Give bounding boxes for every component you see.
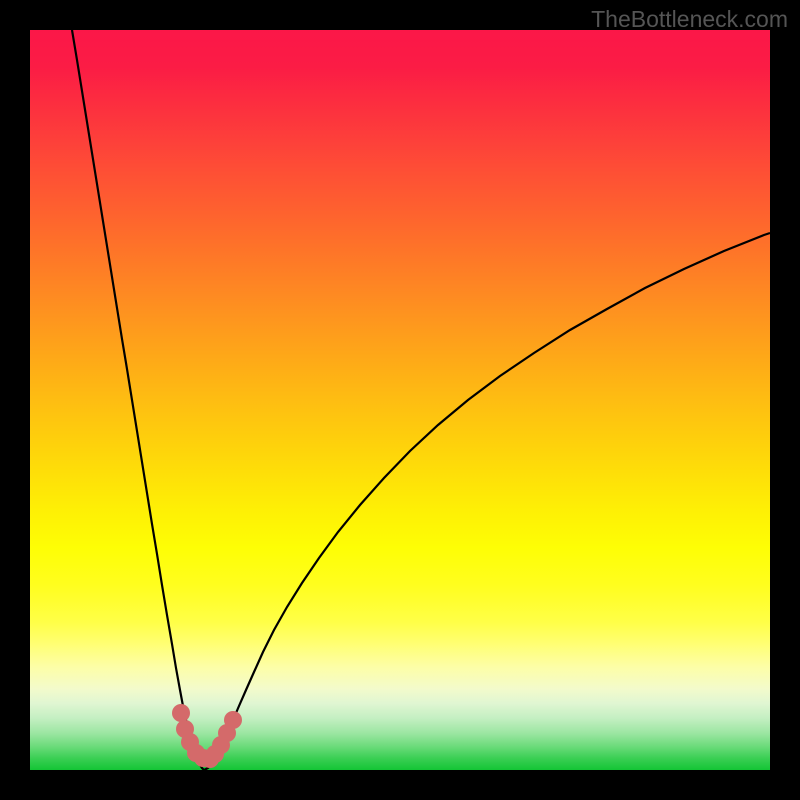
plot-area [30, 30, 770, 770]
watermark-text: TheBottleneck.com [591, 6, 788, 33]
curve-right-branch [204, 233, 770, 770]
curve-layer [30, 30, 770, 770]
marker-dot [172, 704, 190, 722]
chart-canvas: TheBottleneck.com [0, 0, 800, 800]
curve-left-branch [72, 30, 204, 770]
bottom-markers [172, 704, 242, 768]
marker-dot [224, 711, 242, 729]
